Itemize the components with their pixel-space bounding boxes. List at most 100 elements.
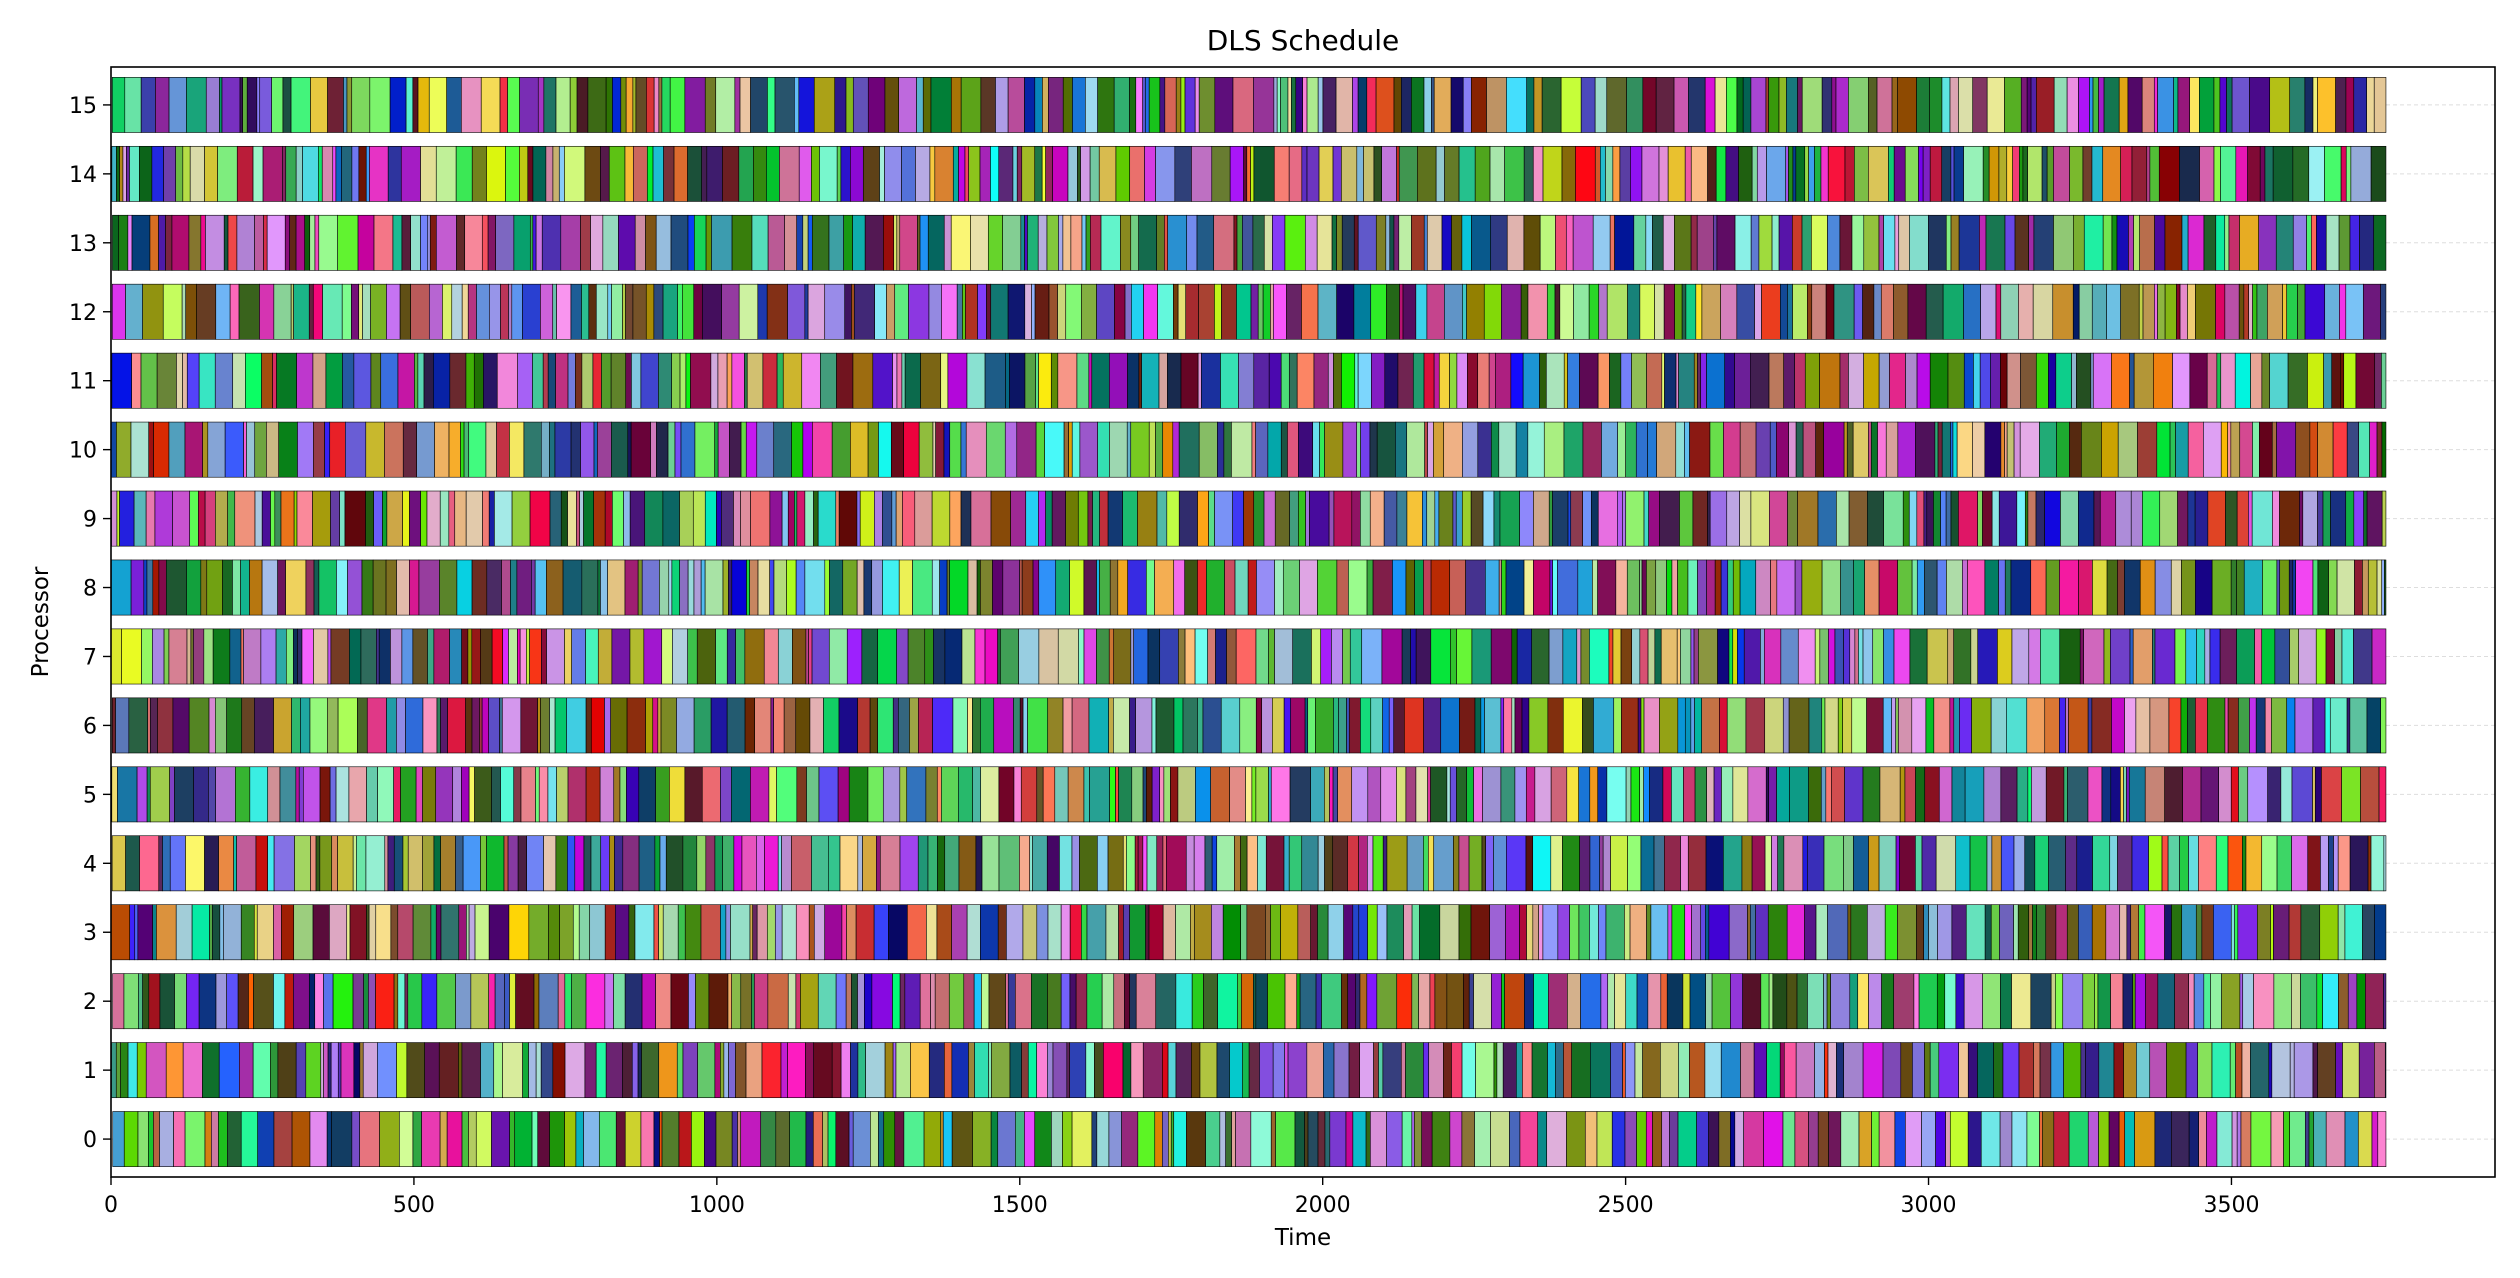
task-bar [610, 352, 627, 409]
task-bar [1046, 214, 1059, 271]
task-bar [1414, 559, 1424, 616]
task-bar [1296, 973, 1301, 1030]
task-bar [708, 973, 729, 1030]
task-bar [579, 490, 584, 547]
task-bar [1241, 973, 1254, 1030]
task-bar [1177, 283, 1187, 340]
task-bar [452, 766, 462, 823]
task-bar [2199, 145, 2215, 202]
task-bar [1515, 421, 1529, 478]
task-bar [1329, 766, 1334, 823]
task-bar [242, 77, 248, 133]
task-bar [1664, 352, 1677, 409]
task-bar [1134, 835, 1139, 892]
task-bar [852, 352, 874, 409]
task-bar [1099, 559, 1111, 616]
task-bar [1320, 628, 1332, 685]
task-bar [1843, 835, 1854, 892]
task-bar [2154, 1111, 2172, 1167]
task-bar [583, 835, 592, 892]
task-bar [1419, 904, 1441, 961]
task-bar [2270, 904, 2274, 961]
task-bar [1899, 766, 1906, 823]
task-bar [871, 973, 893, 1030]
task-bar [473, 352, 484, 409]
task-bar [1166, 490, 1180, 547]
task-bar [1734, 1111, 1744, 1167]
task-bar [215, 283, 231, 340]
task-bar [1609, 352, 1622, 409]
task-bar [424, 1042, 440, 1099]
task-bar [1328, 490, 1335, 547]
task-bar [2203, 421, 2222, 478]
task-bar [1423, 352, 1435, 409]
task-bar [659, 1111, 663, 1167]
task-bar [169, 835, 186, 892]
task-bar [1677, 697, 1686, 754]
task-bar [1687, 559, 1698, 616]
task-bar [1539, 214, 1556, 271]
task-bar [1255, 628, 1269, 685]
task-bar [1426, 283, 1445, 340]
task-bar [1884, 904, 1898, 961]
task-bar [653, 283, 664, 340]
task-bar [1776, 559, 1796, 616]
task-bar [2177, 490, 2189, 547]
task-bar [134, 904, 139, 961]
task-bar [1015, 1111, 1025, 1167]
task-bar [1386, 1111, 1403, 1167]
task-bar [488, 283, 501, 340]
task-bar [979, 145, 991, 202]
task-bar [817, 490, 837, 547]
task-bar [1764, 835, 1772, 892]
task-bar [1452, 490, 1457, 547]
task-bar [768, 766, 777, 823]
task-bar [1656, 421, 1677, 478]
task-bar [1569, 904, 1580, 961]
task-bar [1477, 352, 1490, 409]
task-bar [1288, 835, 1303, 892]
task-bar [198, 973, 217, 1030]
task-bar [285, 628, 294, 685]
task-bar [1191, 145, 1213, 202]
task-bar [1675, 352, 1679, 409]
task-bar [1566, 766, 1580, 823]
task-bar [1893, 628, 1911, 685]
task-bar [1755, 904, 1769, 961]
task-bar [740, 1111, 762, 1167]
task-bar [730, 904, 751, 961]
task-bar [941, 766, 959, 823]
task-bar [215, 766, 236, 823]
task-bar [440, 697, 448, 754]
task-bar [580, 214, 591, 271]
task-bar [1336, 283, 1355, 340]
task-bar [1924, 1042, 1931, 1099]
task-bar [2243, 559, 2263, 616]
task-bar [2221, 973, 2241, 1030]
task-bar [366, 766, 378, 823]
task-bar [1356, 145, 1364, 202]
task-bar [2177, 77, 2190, 133]
task-bar [2141, 77, 2155, 133]
task-bar [593, 421, 598, 478]
task-bar [2164, 283, 2177, 340]
task-bar [332, 145, 337, 202]
task-bar [984, 352, 1006, 409]
y-tick-label: 8 [83, 577, 97, 602]
task-bar [532, 214, 537, 271]
task-bar [2181, 214, 2189, 271]
task-bar [1315, 697, 1334, 754]
task-bar [1643, 490, 1649, 547]
task-bar [715, 77, 736, 133]
task-bar [2016, 490, 2026, 547]
task-bar [2164, 904, 2172, 961]
task-bar [1332, 766, 1338, 823]
task-bar [1958, 490, 1978, 547]
task-bar [2381, 421, 2387, 478]
task-bar [273, 697, 292, 754]
task-bar [1562, 628, 1578, 685]
task-bar [2148, 835, 2163, 892]
task-bar [1276, 77, 1281, 133]
task-bar [787, 1042, 806, 1099]
task-bar [2063, 1042, 2082, 1099]
